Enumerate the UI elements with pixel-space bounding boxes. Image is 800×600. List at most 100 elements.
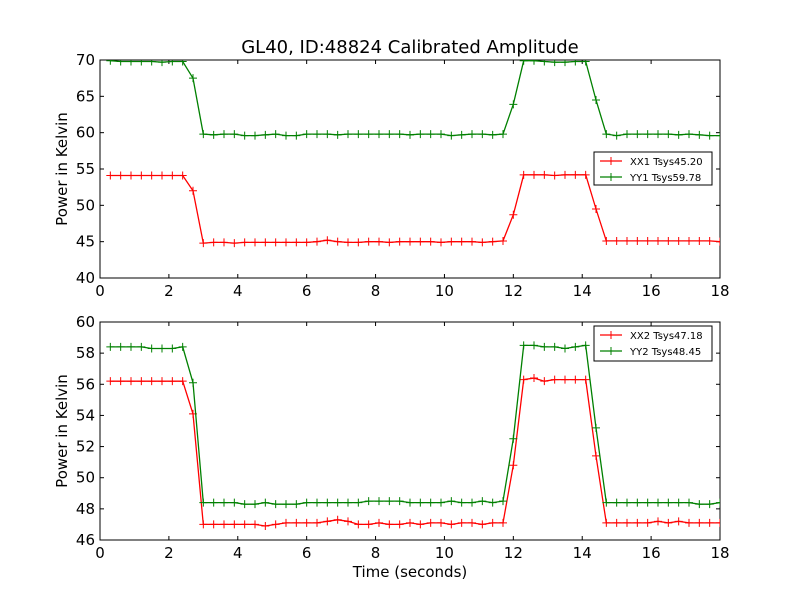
data-point (561, 344, 569, 353)
data-point (375, 518, 383, 527)
data-point (643, 498, 652, 507)
data-point (488, 237, 497, 246)
data-point (158, 344, 166, 353)
data-point (385, 497, 394, 506)
data-point (643, 518, 652, 527)
data-point (643, 236, 652, 245)
data-point (364, 130, 373, 139)
data-point (633, 498, 642, 507)
data-point (230, 520, 239, 529)
legend-marker (607, 173, 615, 181)
data-point (664, 498, 673, 507)
data-point (519, 341, 528, 350)
data-point (168, 60, 177, 66)
legend-marker (607, 331, 615, 339)
data-point (540, 60, 549, 66)
x-tick-label: 18 (710, 544, 729, 562)
y-tick-label: 40 (76, 269, 95, 287)
x-tick-label: 10 (435, 282, 454, 300)
data-point (447, 520, 456, 529)
data-point (261, 130, 270, 139)
data-point (705, 131, 714, 140)
data-point (375, 130, 383, 139)
x-axis-label: Time (seconds) (352, 563, 468, 581)
data-point (633, 130, 642, 139)
data-point (695, 236, 704, 245)
data-point (416, 237, 425, 246)
plot-frame-2 (99, 321, 721, 541)
data-point (271, 130, 280, 139)
data-point (426, 237, 435, 246)
data-point (292, 500, 301, 509)
data-point (705, 500, 714, 509)
data-point (137, 171, 146, 180)
data-point (137, 60, 146, 66)
data-point (457, 518, 466, 527)
data-point (189, 186, 197, 195)
x-tick-label: 16 (642, 544, 661, 562)
data-point (364, 497, 373, 506)
data-point (127, 342, 135, 351)
data-point (654, 236, 662, 245)
data-point (437, 130, 445, 139)
data-point (251, 131, 259, 140)
data-point (530, 374, 538, 383)
data-point (292, 131, 301, 140)
data-point (499, 497, 507, 506)
data-point (251, 238, 259, 247)
data-point (375, 497, 383, 506)
data-point (106, 60, 115, 65)
data-point (685, 498, 693, 507)
data-point (705, 236, 714, 245)
data-point (137, 377, 146, 386)
data-point (437, 238, 445, 247)
data-point (116, 60, 125, 66)
data-point (375, 237, 383, 246)
y-tick-label: 58 (76, 344, 95, 362)
x-tick-label: 12 (504, 282, 523, 300)
data-point (354, 238, 363, 247)
data-point (240, 238, 249, 247)
data-point (561, 375, 569, 384)
data-point (426, 518, 435, 527)
data-point (282, 518, 290, 527)
data-point (695, 518, 704, 527)
data-point (220, 238, 228, 247)
data-point (530, 170, 538, 179)
data-point (695, 130, 704, 139)
data-point (344, 498, 352, 507)
data-point (716, 518, 720, 527)
data-point (261, 521, 270, 530)
x-tick-label: 0 (95, 544, 105, 562)
x-tick-label: 6 (302, 544, 312, 562)
data-point (509, 461, 518, 470)
data-point (664, 130, 673, 139)
data-point (158, 377, 166, 386)
data-point (406, 130, 414, 139)
data-point (478, 130, 487, 139)
data-point (623, 518, 631, 527)
data-point (106, 171, 115, 180)
data-point (654, 130, 662, 139)
data-point (550, 342, 559, 351)
data-point (116, 171, 125, 180)
data-point (592, 204, 600, 213)
data-point (664, 518, 673, 527)
legend-marker (607, 347, 615, 355)
data-point (468, 518, 476, 527)
y-axis-label: Power in Kelvin (53, 374, 71, 488)
data-point (540, 377, 549, 386)
data-point (199, 239, 208, 248)
series-line-yy2 (110, 344, 720, 505)
x-tick-label: 14 (573, 282, 592, 300)
y-tick-label: 50 (76, 469, 95, 487)
x-tick-label: 12 (504, 544, 523, 562)
data-point (612, 236, 621, 245)
data-point (385, 130, 394, 139)
data-point (302, 130, 311, 139)
legend-marker (607, 157, 615, 165)
data-point (209, 498, 218, 507)
data-point (199, 520, 208, 529)
legend-label: XX2 Tsys47.18 (630, 331, 703, 342)
data-point (199, 498, 208, 507)
